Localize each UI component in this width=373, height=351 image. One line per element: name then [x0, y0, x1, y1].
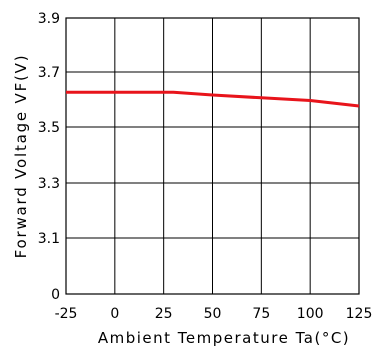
y-tick-label: 3.1 [38, 231, 60, 247]
x-axis-label: Ambient Temperature Ta(°C) [98, 329, 350, 347]
y-tick-label: 3.3 [38, 176, 60, 192]
y-axis-label: Forward Voltage VF(V) [12, 54, 30, 259]
tick-labels: -25 0 25 50 75 100 125 0 3.1 3.3 3.5 3.7 3.9 [38, 11, 373, 322]
x-tick-label: 50 [204, 306, 222, 322]
x-tick-label: 75 [252, 306, 270, 322]
x-tick-label: 0 [110, 306, 119, 322]
x-tick-label: 100 [297, 306, 324, 322]
y-tick-label: 3.9 [38, 11, 60, 27]
x-tick-label: 25 [155, 306, 173, 322]
y-tick-label: 0 [51, 287, 60, 303]
data-series [66, 90, 360, 108]
y-tick-label: 3.5 [38, 120, 60, 136]
x-tick-label: -25 [55, 306, 78, 322]
grid-lines [66, 18, 359, 294]
y-tick-label: 3.7 [38, 65, 60, 81]
series-line [66, 90, 360, 108]
x-tick-label: 125 [346, 306, 373, 322]
